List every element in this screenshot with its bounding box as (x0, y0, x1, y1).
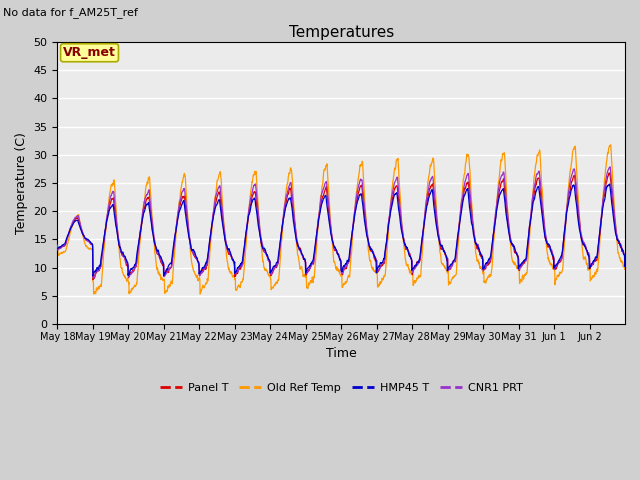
Text: VR_met: VR_met (63, 46, 116, 59)
Y-axis label: Temperature (C): Temperature (C) (15, 132, 28, 234)
Text: No data for f_AM25T_ref: No data for f_AM25T_ref (3, 7, 138, 18)
X-axis label: Time: Time (326, 347, 356, 360)
Title: Temperatures: Temperatures (289, 24, 394, 39)
Legend: Panel T, Old Ref Temp, HMP45 T, CNR1 PRT: Panel T, Old Ref Temp, HMP45 T, CNR1 PRT (156, 378, 527, 397)
